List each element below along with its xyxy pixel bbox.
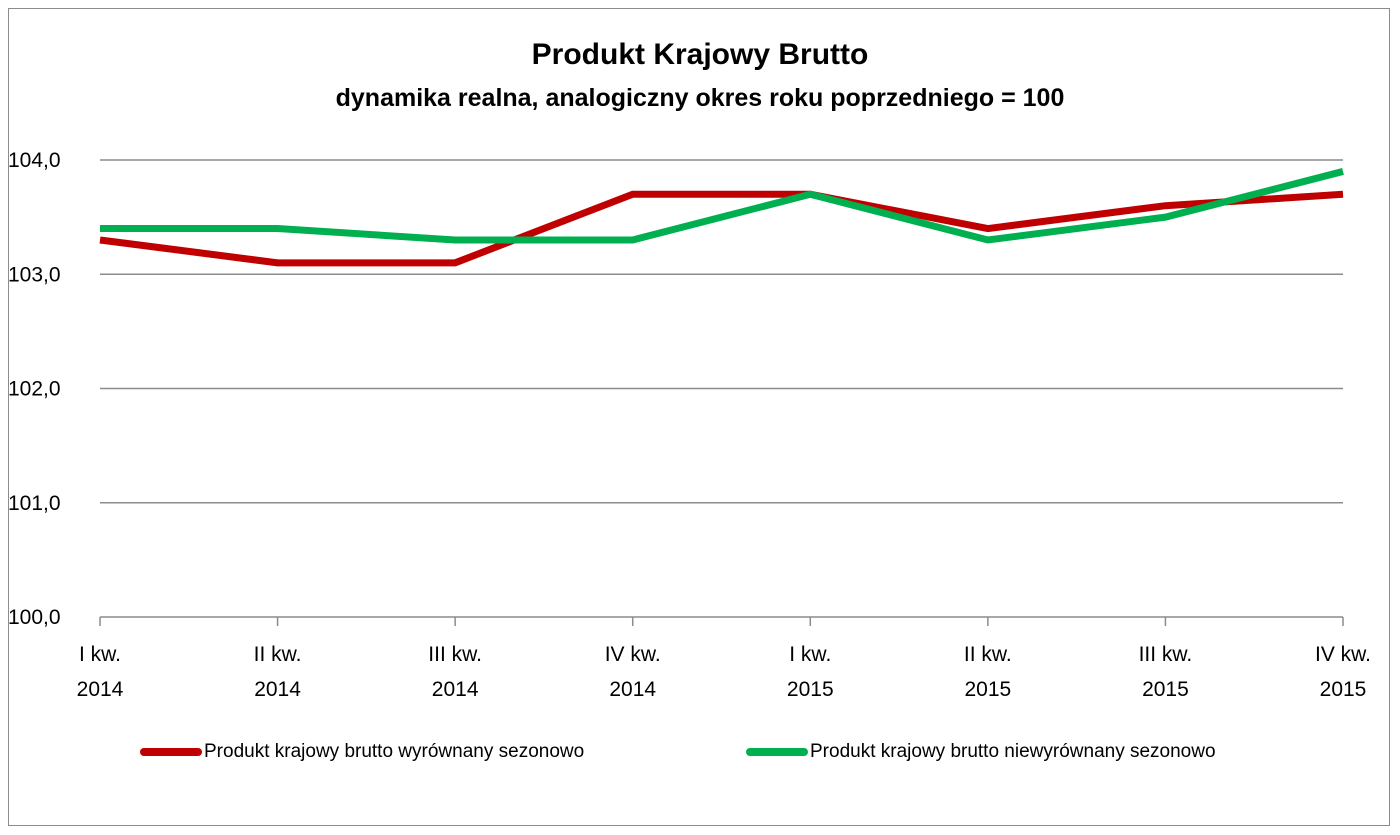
legend-swatch-red [140,748,202,756]
legend-item-seasonally-adjusted: Produkt krajowy brutto wyrównany sezonow… [140,737,584,767]
chart-subtitle: dynamika realna, analogiczny okres roku … [335,84,1065,112]
x-tick-label: 2015 [787,678,834,701]
y-tick-label: 104,0 [8,149,61,172]
series-line-not-seasonally-adjusted [100,168,1344,244]
x-tick-label: 2014 [609,678,656,701]
x-tick-label: 2014 [254,678,301,701]
chart-title: Produkt Krajowy Brutto [531,38,869,71]
series-line-seasonally-adjusted [99,190,1344,267]
x-tick-label: IV kw. [605,643,661,666]
legend-item-not-seasonally-adjusted: Produkt krajowy brutto niewyrównany sezo… [746,737,1216,767]
x-tick-label: III kw. [1139,643,1193,666]
x-tick-label: 2015 [1142,678,1189,701]
x-tick-label: I kw. [79,643,121,666]
x-tick-label: II kw. [964,643,1012,666]
x-tick-label: I kw. [789,643,831,666]
x-tick-label: 2015 [964,678,1011,701]
legend-swatch-green [746,748,808,756]
x-tick-label: 2015 [1320,678,1367,701]
x-tick-label: II kw. [254,643,302,666]
x-tick-label: III kw. [428,643,482,666]
y-tick-label: 102,0 [8,378,61,401]
y-tick-label: 103,0 [8,263,61,286]
x-tick-label: 2014 [432,678,479,701]
chart-frame [8,8,1390,826]
x-tick-label: IV kw. [1315,643,1371,666]
y-tick-label: 101,0 [8,492,61,515]
x-tick-label: 2014 [77,678,124,701]
legend-label: Produkt krajowy brutto wyrównany sezonow… [204,741,585,762]
legend-label: Produkt krajowy brutto niewyrównany sezo… [810,741,1216,762]
y-tick-label: 100,0 [8,606,61,629]
